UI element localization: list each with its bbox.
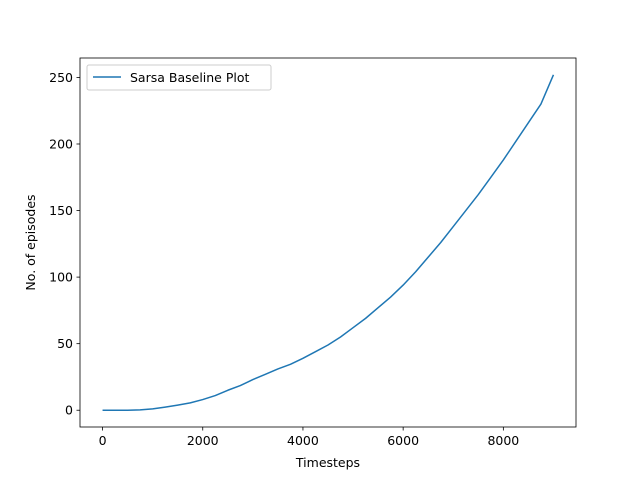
y-tick-label: 100 bbox=[49, 270, 73, 285]
y-tick-label: 0 bbox=[65, 403, 73, 418]
plot-layer bbox=[102, 74, 555, 411]
y-tick-label: 200 bbox=[49, 136, 73, 151]
y-axis-label: No. of episodes bbox=[23, 194, 38, 290]
x-tick-label: 2000 bbox=[187, 433, 219, 448]
y-tick-label: 150 bbox=[49, 203, 73, 218]
x-axis-label: Timesteps bbox=[295, 455, 360, 470]
x-tick-label: 0 bbox=[99, 433, 107, 448]
y-tick-label: 50 bbox=[57, 336, 73, 351]
ticks-layer: 0 2000 4000 6000 8000 0 50 100 150 200 250 bbox=[49, 70, 519, 448]
x-tick-label: 6000 bbox=[387, 433, 419, 448]
legend-box bbox=[86, 64, 272, 91]
series-line bbox=[102, 74, 555, 411]
x-tick-label: 8000 bbox=[487, 433, 519, 448]
legend: Sarsa Baseline Plot bbox=[86, 64, 272, 91]
y-tick-label: 250 bbox=[49, 70, 73, 85]
x-tick-label: 4000 bbox=[287, 433, 319, 448]
axes-frame bbox=[79, 57, 577, 428]
legend-label: Sarsa Baseline Plot bbox=[130, 70, 250, 85]
